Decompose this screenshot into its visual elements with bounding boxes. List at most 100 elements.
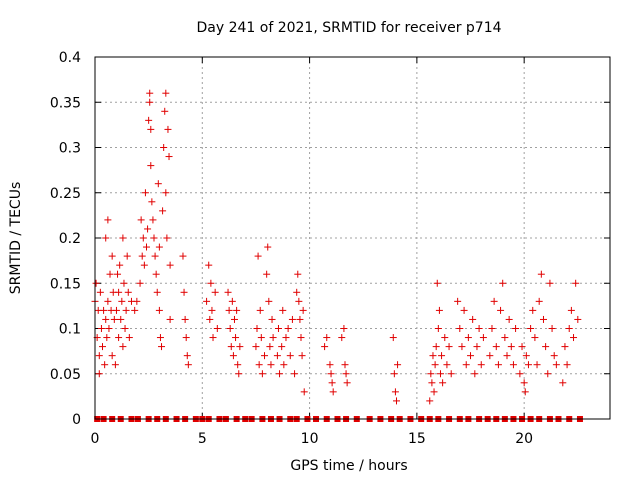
data-point <box>328 379 336 387</box>
data-point <box>475 325 483 332</box>
data-point <box>391 388 399 396</box>
data-point <box>125 334 133 342</box>
data-point <box>394 361 402 369</box>
data-point <box>124 288 132 296</box>
data-point <box>469 315 477 323</box>
data-point <box>203 297 211 305</box>
data-point <box>499 279 507 287</box>
data-point <box>230 315 238 323</box>
data-point <box>152 270 160 278</box>
data-point <box>294 270 302 278</box>
data-point <box>123 252 131 260</box>
data-point <box>95 370 103 378</box>
data-point <box>146 89 154 97</box>
data-point <box>537 270 545 278</box>
data-point <box>297 334 305 342</box>
data-point <box>338 334 346 342</box>
data-point <box>488 325 496 332</box>
data-point <box>432 343 440 351</box>
data-point <box>155 306 163 314</box>
data-point <box>162 189 170 197</box>
x-tick-label: 0 <box>91 431 100 447</box>
data-point <box>443 361 451 369</box>
data-point <box>160 144 168 151</box>
data-point <box>183 352 191 360</box>
data-point <box>117 315 125 323</box>
data-point <box>462 361 470 369</box>
data-point <box>143 243 150 251</box>
data-point <box>226 325 234 332</box>
data-points <box>91 89 583 422</box>
data-point <box>164 125 172 133</box>
data-point <box>162 89 170 97</box>
data-point <box>263 270 271 278</box>
data-point <box>439 379 447 387</box>
data-point <box>436 370 444 378</box>
y-tick-label: 0.35 <box>50 95 81 111</box>
data-point <box>503 352 511 360</box>
data-point <box>561 343 569 351</box>
data-point <box>458 343 466 351</box>
data-point <box>299 306 307 314</box>
data-point <box>119 234 127 242</box>
data-point <box>141 189 149 197</box>
data-point <box>269 334 277 342</box>
data-point <box>529 306 537 314</box>
data-point <box>234 361 242 369</box>
data-point <box>149 216 157 224</box>
data-point <box>326 361 334 369</box>
data-point <box>131 306 139 314</box>
data-point <box>229 352 237 360</box>
data-point <box>273 352 281 360</box>
data-point <box>111 361 119 369</box>
data-point <box>427 370 435 378</box>
data-point <box>144 225 152 233</box>
data-point <box>236 343 244 351</box>
data-point <box>137 216 145 224</box>
data-point <box>209 334 217 342</box>
data-point <box>497 306 505 314</box>
data-point <box>235 370 243 378</box>
data-point <box>552 361 560 369</box>
data-point <box>266 343 274 351</box>
data-point <box>533 361 541 369</box>
data-point <box>430 388 438 396</box>
data-point <box>256 306 264 314</box>
data-point <box>227 343 235 351</box>
data-point <box>99 343 107 351</box>
data-point <box>282 334 290 342</box>
data-point <box>138 252 146 260</box>
data-point <box>254 252 262 260</box>
data-point <box>479 334 487 342</box>
grid-lines <box>95 57 610 419</box>
data-point <box>208 306 216 314</box>
data-point <box>110 315 118 323</box>
data-point <box>516 370 524 378</box>
data-point <box>434 325 442 332</box>
data-point <box>147 125 155 133</box>
y-tick-label: 0.3 <box>59 141 81 157</box>
data-point <box>206 315 214 323</box>
data-point <box>104 297 112 305</box>
data-point <box>105 325 113 332</box>
data-point <box>154 180 162 188</box>
data-point <box>559 379 567 387</box>
data-point <box>279 306 287 314</box>
data-point <box>148 198 156 206</box>
data-point <box>228 297 236 305</box>
data-point <box>252 343 260 351</box>
data-point <box>112 306 120 314</box>
data-point <box>340 325 348 332</box>
data-point <box>392 397 400 405</box>
data-point <box>225 306 233 314</box>
data-point <box>507 343 515 351</box>
data-point <box>166 315 174 323</box>
data-point <box>524 361 532 369</box>
y-tick-label: 0.15 <box>50 276 81 292</box>
data-point <box>265 297 273 305</box>
data-point <box>512 325 520 332</box>
data-point <box>464 334 472 342</box>
x-axis-title: GPS time / hours <box>290 458 407 474</box>
data-point <box>572 279 580 287</box>
